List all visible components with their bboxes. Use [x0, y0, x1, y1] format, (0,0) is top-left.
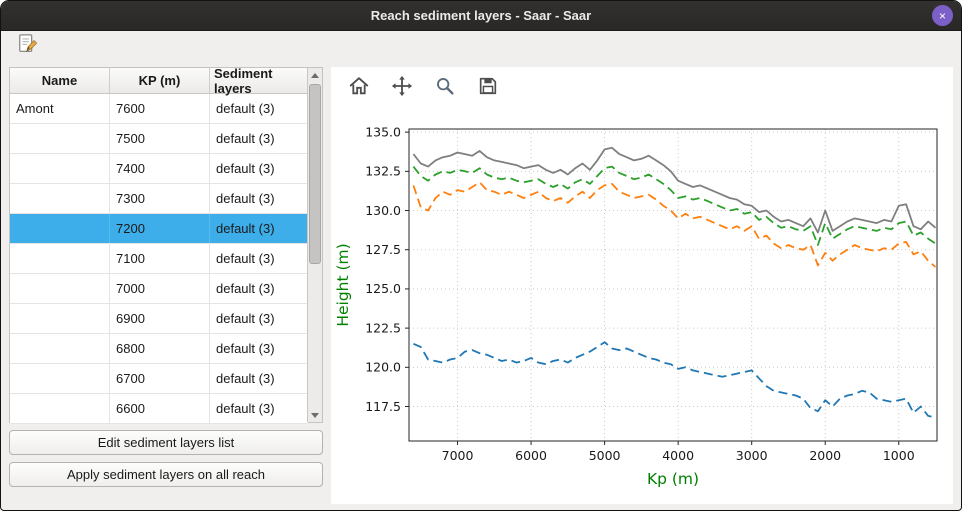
cell-name[interactable]: Amont	[10, 94, 110, 123]
save-icon	[477, 75, 499, 102]
series-top-level-gray	[412, 146, 937, 234]
cell-layers[interactable]: default (3)	[216, 281, 275, 296]
home-icon	[348, 75, 370, 102]
scroll-up-button[interactable]	[308, 68, 322, 82]
svg-text:7000: 7000	[442, 448, 474, 463]
edit-note-icon	[17, 33, 39, 60]
zoom-button[interactable]	[432, 75, 458, 101]
cell-name[interactable]	[10, 154, 110, 183]
cross-sections-table: Name KP (m) Sediment layers Amont 7600 def…	[9, 65, 323, 424]
cell-name[interactable]	[10, 304, 110, 333]
svg-text:127.5: 127.5	[365, 242, 401, 257]
cell-name[interactable]	[10, 184, 110, 213]
cell-kp[interactable]: 6900	[110, 304, 210, 333]
height-profile-chart: 7000 6000 5000 4000 3000 2000 1000 117.5 120.0 12…	[334, 124, 938, 488]
series-layer-green	[412, 165, 936, 246]
scrollbar-thumb[interactable]	[309, 84, 321, 264]
svg-text:6000: 6000	[515, 448, 547, 463]
table-row[interactable]: 6700 default (3)	[10, 364, 308, 394]
svg-text:2000: 2000	[809, 448, 841, 463]
pan-icon	[391, 75, 413, 102]
cell-layers[interactable]: default (3)	[216, 101, 275, 116]
svg-text:3000: 3000	[736, 448, 768, 463]
cell-kp[interactable]: 7000	[110, 274, 210, 303]
cell-name[interactable]	[10, 214, 110, 243]
svg-text:4000: 4000	[662, 448, 694, 463]
apply-sediment-layers-button[interactable]: Apply sediment layers on all reach	[9, 462, 323, 487]
svg-text:117.5: 117.5	[365, 399, 401, 414]
triangle-down-icon	[311, 412, 319, 418]
chart-panel: 7000 6000 5000 4000 3000 2000 1000 117.5 120.0 12…	[331, 67, 953, 504]
save-button[interactable]	[475, 75, 501, 101]
svg-text:Height (m): Height (m)	[334, 243, 352, 326]
table-header: Name KP (m) Sediment layers	[10, 65, 308, 96]
left-column: Name KP (m) Sediment layers Amont 7600 def…	[9, 65, 323, 487]
cell-kp[interactable]: 6700	[110, 364, 210, 393]
titlebar[interactable]: Reach sediment layers - Saar - Saar ×	[1, 1, 961, 31]
svg-text:130.0: 130.0	[365, 203, 401, 218]
table-row[interactable]: 7200 default (3)	[10, 214, 308, 244]
svg-text:132.5: 132.5	[365, 164, 401, 179]
cell-layers[interactable]: default (3)	[216, 401, 275, 416]
cell-layers[interactable]: default (3)	[216, 131, 275, 146]
table-row[interactable]: 7400 default (3)	[10, 154, 308, 184]
svg-text:1000: 1000	[883, 448, 915, 463]
table-vertical-scrollbar[interactable]	[307, 68, 322, 422]
svg-text:Kp (m): Kp (m)	[647, 470, 699, 488]
home-button[interactable]	[346, 75, 372, 101]
cell-layers[interactable]: default (3)	[216, 371, 275, 386]
triangle-up-icon	[311, 72, 319, 78]
column-header-kp[interactable]: KP (m)	[110, 68, 210, 93]
column-header-name[interactable]: Name	[10, 68, 110, 93]
table-row[interactable]: 7300 default (3)	[10, 184, 308, 214]
svg-text:120.0: 120.0	[365, 360, 401, 375]
table-row[interactable]: 6600 default (3)	[10, 394, 308, 424]
cell-name[interactable]	[10, 244, 110, 273]
cell-kp[interactable]: 7400	[110, 154, 210, 183]
table-row[interactable]: 6800 default (3)	[10, 334, 308, 364]
cell-layers[interactable]: default (3)	[216, 341, 275, 356]
cell-kp[interactable]: 7200	[110, 214, 210, 243]
cell-layers[interactable]: default (3)	[216, 191, 275, 206]
cell-layers[interactable]: default (3)	[216, 221, 275, 236]
cell-kp[interactable]: 7500	[110, 124, 210, 153]
svg-text:135.0: 135.0	[365, 124, 401, 139]
cell-layers[interactable]: default (3)	[216, 251, 275, 266]
svg-text:125.0: 125.0	[365, 281, 401, 296]
svg-text:122.5: 122.5	[365, 320, 401, 335]
cell-kp[interactable]: 7600	[110, 94, 210, 123]
cell-kp[interactable]: 7100	[110, 244, 210, 273]
cell-name[interactable]	[10, 394, 110, 423]
cell-layers[interactable]: default (3)	[216, 161, 275, 176]
series-layer-orange	[412, 181, 937, 268]
series-layer-blue	[413, 341, 936, 419]
cell-name[interactable]	[10, 334, 110, 363]
cell-kp[interactable]: 6600	[110, 394, 210, 423]
close-icon: ×	[938, 8, 946, 23]
cell-kp[interactable]: 6800	[110, 334, 210, 363]
table-row[interactable]: 6900 default (3)	[10, 304, 308, 334]
main-toolbar	[1, 31, 961, 61]
column-header-sediment-layers[interactable]: Sediment layers	[214, 65, 273, 96]
plot-toolbar	[331, 67, 953, 109]
cell-name[interactable]	[10, 364, 110, 393]
scroll-down-button[interactable]	[308, 408, 322, 422]
cell-kp[interactable]: 7300	[110, 184, 210, 213]
edit-sediment-tool-button[interactable]	[16, 33, 40, 60]
svg-text:5000: 5000	[589, 448, 621, 463]
table-row[interactable]: 7000 default (3)	[10, 274, 308, 304]
edit-sediment-layers-list-button[interactable]: Edit sediment layers list	[9, 430, 323, 455]
close-button[interactable]: ×	[932, 5, 953, 26]
cell-name[interactable]	[10, 274, 110, 303]
table-row[interactable]: 7500 default (3)	[10, 124, 308, 154]
window-title: Reach sediment layers - Saar - Saar	[370, 8, 592, 23]
table-body: Amont 7600 default (3) 7500 default (3) 7400 d…	[10, 94, 308, 424]
pan-button[interactable]	[389, 75, 415, 101]
cell-name[interactable]	[10, 124, 110, 153]
magnifier-icon	[434, 75, 456, 102]
cell-layers[interactable]: default (3)	[216, 311, 275, 326]
table-row[interactable]: 7100 default (3)	[10, 244, 308, 274]
table-row[interactable]: Amont 7600 default (3)	[10, 94, 308, 124]
